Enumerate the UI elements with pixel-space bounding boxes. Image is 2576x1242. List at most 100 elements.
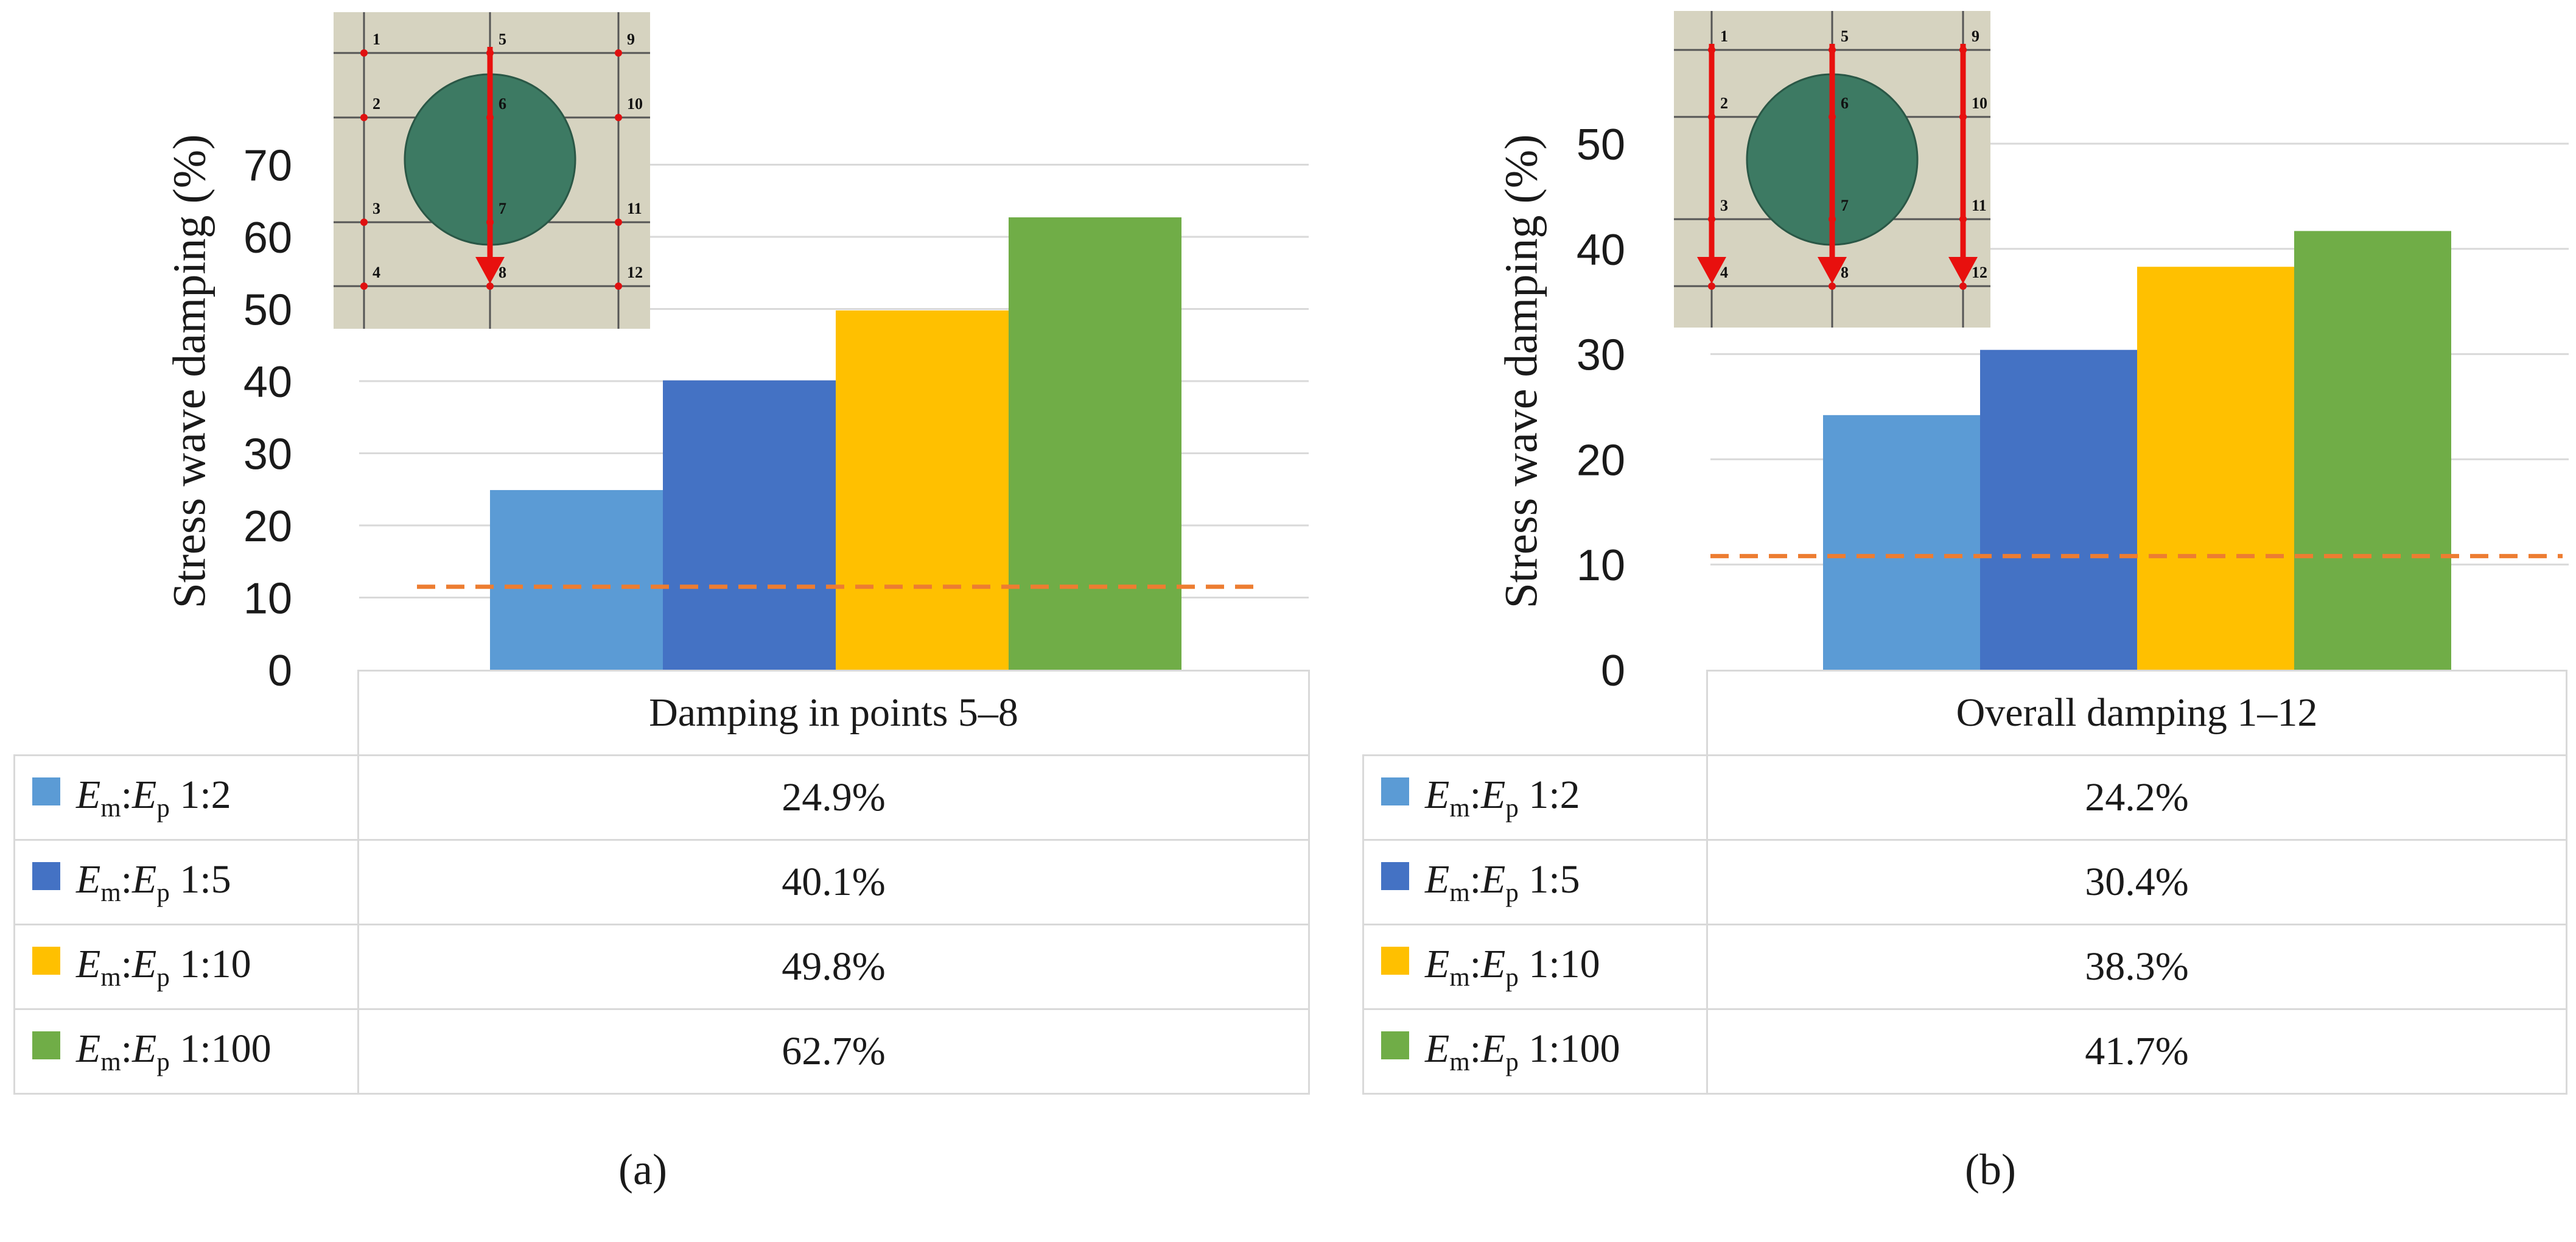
inset-point-label: 6 bbox=[499, 95, 506, 113]
legend-entry: Em:Ep 1:100 bbox=[1362, 1008, 1708, 1095]
y-tick-label: 0 bbox=[1601, 647, 1625, 695]
inset-point-label: 5 bbox=[499, 30, 506, 48]
legend-entry: Em:Ep 1:10 bbox=[13, 924, 359, 1010]
y-axis-label: Stress wave damping (%) bbox=[1496, 134, 1547, 609]
inset-point-label: 11 bbox=[1972, 197, 1987, 214]
inset-point-label: 1 bbox=[373, 30, 380, 48]
inset-point-label: 11 bbox=[627, 200, 642, 217]
chart-panel-b: 0 10 20 30 40 50 1 2 3 4 5 6 7 8 9 10 11 12 Stress wave d… bbox=[1357, 0, 2576, 1242]
bar-2 bbox=[663, 380, 836, 670]
inset-arrow-head bbox=[1697, 257, 1726, 284]
data-table: Damping in points 5–8 Em:Ep 1:2 24.9% Em… bbox=[13, 670, 1310, 1095]
legend-entry: Em:Ep 1:5 bbox=[1362, 839, 1708, 925]
table-row: Em:Ep 1:100 62.7% bbox=[13, 1008, 1310, 1095]
bar-3 bbox=[836, 310, 1009, 670]
inset-arrow-head bbox=[1818, 257, 1847, 284]
legend-swatch bbox=[1381, 861, 1409, 890]
y-tick-label: 0 bbox=[268, 647, 292, 695]
y-tick-label: 20 bbox=[243, 502, 292, 551]
inset-point-label: 3 bbox=[1720, 197, 1728, 214]
data-table: Overall damping 1–12 Em:Ep 1:2 24.2% Em:… bbox=[1362, 670, 2567, 1095]
inset-point-label: 4 bbox=[373, 264, 380, 281]
inset-point-label: 9 bbox=[1972, 27, 1979, 45]
value-cell: 41.7% bbox=[1706, 1008, 2567, 1095]
inset-point-marker bbox=[1829, 282, 1836, 290]
inset-point-marker bbox=[615, 114, 622, 121]
inset-point-label: 6 bbox=[1841, 94, 1849, 112]
y-axis-label: Stress wave damping (%) bbox=[164, 134, 215, 609]
inset-point-label: 2 bbox=[1720, 94, 1728, 112]
y-tick-label: 10 bbox=[1577, 541, 1625, 590]
inset-point-marker bbox=[360, 219, 368, 226]
inset-arrow-head bbox=[1948, 257, 1978, 284]
bar-1 bbox=[490, 489, 663, 670]
y-tick-label: 50 bbox=[243, 286, 292, 335]
value-cell: 24.2% bbox=[1706, 754, 2567, 841]
legend-swatch bbox=[32, 1031, 60, 1059]
inset-point-marker bbox=[615, 49, 622, 57]
bar-3 bbox=[2137, 267, 2294, 670]
inset-point-label: 12 bbox=[1972, 264, 1987, 281]
table-row: Em:Ep 1:2 24.9% bbox=[13, 754, 1310, 841]
inset-point-marker bbox=[615, 282, 622, 290]
legend-swatch bbox=[1381, 1031, 1409, 1059]
y-tick-label: 60 bbox=[243, 214, 292, 262]
table-row: Em:Ep 1:100 41.7% bbox=[1362, 1008, 2567, 1095]
legend-swatch bbox=[32, 777, 60, 805]
bar-1 bbox=[1823, 415, 1980, 670]
inset-point-label: 9 bbox=[627, 30, 635, 48]
value-cell: 40.1% bbox=[357, 839, 1310, 925]
category-label: Damping in points 5–8 bbox=[357, 670, 1310, 756]
inset-point-label: 5 bbox=[1841, 27, 1849, 45]
legend-entry: Em:Ep 1:10 bbox=[1362, 924, 1708, 1010]
inset-point-label: 7 bbox=[1841, 197, 1849, 214]
y-tick-label: 10 bbox=[243, 575, 292, 623]
category-header-row: Overall damping 1–12 bbox=[1363, 670, 2567, 756]
table-row: Em:Ep 1:2 24.2% bbox=[1362, 754, 2567, 841]
inset-point-marker bbox=[1959, 282, 1967, 290]
inset-point-marker bbox=[486, 282, 494, 290]
inset-point-label: 10 bbox=[1972, 94, 1987, 112]
category-label: Overall damping 1–12 bbox=[1706, 670, 2567, 756]
value-cell: 38.3% bbox=[1706, 924, 2567, 1010]
y-tick-label: 30 bbox=[1577, 331, 1625, 380]
inset-point-label: 8 bbox=[499, 264, 506, 281]
inset-point-marker bbox=[615, 219, 622, 226]
value-cell: 30.4% bbox=[1706, 839, 2567, 925]
bar-4 bbox=[2294, 231, 2451, 670]
y-tick-label: 20 bbox=[1577, 436, 1625, 485]
legend-entry: Em:Ep 1:2 bbox=[13, 754, 359, 841]
y-tick-label: 50 bbox=[1577, 121, 1625, 169]
table-row: Em:Ep 1:10 38.3% bbox=[1362, 924, 2567, 1010]
legend-entry: Em:Ep 1:5 bbox=[13, 839, 359, 925]
value-cell: 62.7% bbox=[357, 1008, 1310, 1095]
category-header-row: Damping in points 5–8 bbox=[15, 670, 1310, 756]
chart-panel-a: 0 10 20 30 40 50 60 70 1 2 3 4 5 6 7 8 9 10 11 12 Stress wa… bbox=[13, 12, 1310, 1194]
value-cell: 24.9% bbox=[357, 754, 1310, 841]
legend-swatch bbox=[1381, 946, 1409, 975]
y-tick-label: 30 bbox=[243, 430, 292, 479]
value-cell: 49.8% bbox=[357, 924, 1310, 1010]
bar-4 bbox=[1009, 217, 1181, 670]
y-tick-label: 40 bbox=[243, 358, 292, 407]
inset-point-label: 4 bbox=[1720, 264, 1728, 281]
inset-point-marker bbox=[360, 282, 368, 290]
inset-point-label: 2 bbox=[373, 95, 380, 113]
legend-swatch bbox=[1381, 777, 1409, 805]
inset-point-label: 3 bbox=[373, 200, 380, 217]
inset-point-label: 10 bbox=[627, 95, 643, 113]
inset-point-label: 8 bbox=[1841, 264, 1849, 281]
bar-2 bbox=[1980, 349, 2137, 670]
inset-point-label: 12 bbox=[627, 264, 643, 281]
y-tick-label: 70 bbox=[243, 142, 292, 191]
legend-entry: Em:Ep 1:100 bbox=[13, 1008, 359, 1095]
legend-swatch bbox=[32, 946, 60, 975]
inset-point-marker bbox=[360, 49, 368, 57]
panel-caption: (a) bbox=[618, 1145, 667, 1194]
inset-point-label: 7 bbox=[499, 200, 506, 217]
legend-entry: Em:Ep 1:2 bbox=[1362, 754, 1708, 841]
